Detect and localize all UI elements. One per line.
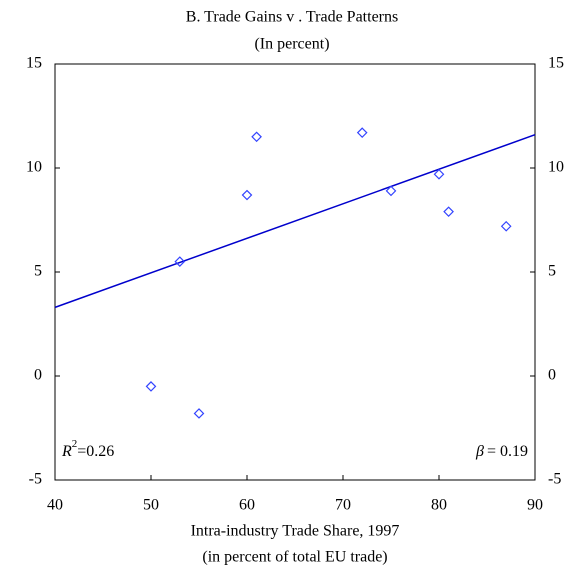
x-tick-label: 60 xyxy=(239,497,255,514)
x-tick-label: 70 xyxy=(335,497,351,514)
point xyxy=(443,206,454,218)
y2-tick-label: -5 xyxy=(548,471,561,488)
point xyxy=(433,168,445,180)
point xyxy=(193,408,205,419)
point xyxy=(356,127,368,138)
chart-subtitle: (In percent) xyxy=(254,36,329,53)
y2-tick-label: 5 xyxy=(548,263,556,280)
chart-title: B. Trade Gains v . Trade Patterns xyxy=(186,9,398,26)
x-tick-label: 80 xyxy=(431,497,447,514)
fit-line xyxy=(54,134,536,309)
y-tick-label: 5 xyxy=(34,263,42,280)
x-tick-label: 40 xyxy=(47,497,63,514)
y2-tick-label: 0 xyxy=(548,367,556,384)
y-tick-label: 10 xyxy=(26,159,42,176)
r2-annotation: R2=0.26 xyxy=(61,438,114,460)
y-tick-label: 0 xyxy=(34,367,42,384)
point xyxy=(385,185,397,197)
plot-frame xyxy=(54,63,536,481)
x-tick-label: 50 xyxy=(143,497,159,514)
y-tick-label: -5 xyxy=(29,471,42,488)
y-tick-label: 15 xyxy=(26,55,42,72)
point xyxy=(174,256,186,267)
point xyxy=(145,381,157,392)
point xyxy=(500,220,512,232)
y2-tick-label: 10 xyxy=(548,159,564,176)
y2-tick-label: 15 xyxy=(548,55,564,72)
x-tick-label: 90 xyxy=(527,497,543,514)
x-axis-subtitle: (in percent of total EU trade) xyxy=(202,549,387,566)
point xyxy=(251,131,262,143)
x-axis-title: Intra-industry Trade Share, 1997 xyxy=(191,523,400,540)
point xyxy=(241,189,253,201)
beta-annotation: β = 0.19 xyxy=(475,443,528,460)
